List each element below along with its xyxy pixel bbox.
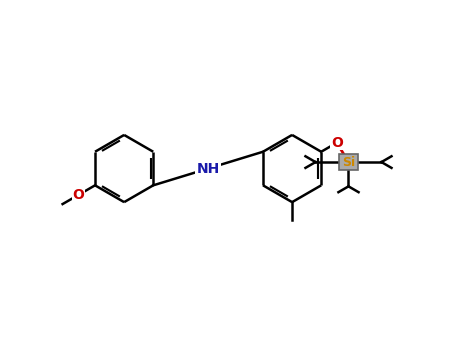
Text: O: O — [331, 136, 343, 150]
Text: NH: NH — [197, 162, 220, 176]
FancyBboxPatch shape — [339, 154, 358, 170]
Text: Si: Si — [342, 156, 355, 169]
Text: O: O — [72, 188, 84, 202]
